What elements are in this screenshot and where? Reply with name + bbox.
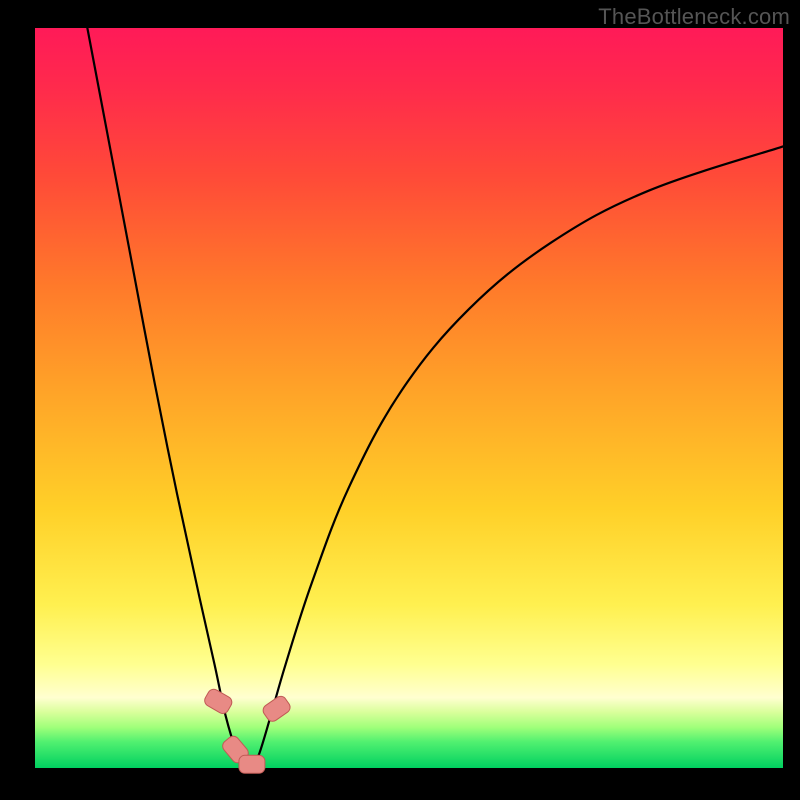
curve-marker	[239, 755, 265, 773]
bottleneck-chart	[0, 0, 800, 800]
plot-area	[35, 28, 783, 768]
watermark-text: TheBottleneck.com	[598, 4, 790, 30]
chart-stage: TheBottleneck.com	[0, 0, 800, 800]
